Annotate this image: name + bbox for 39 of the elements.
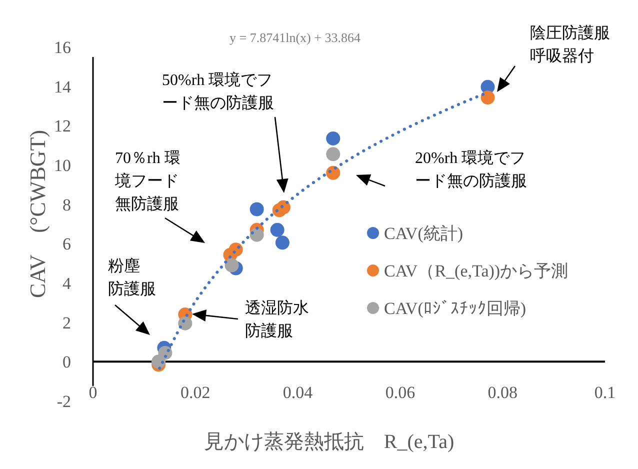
point: [326, 147, 340, 162]
point: [178, 316, 192, 330]
point: [480, 90, 495, 105]
x-tick-label: 0.06: [385, 383, 416, 402]
y-tick-label: 16: [54, 38, 71, 57]
y-tick-label: 6: [62, 234, 71, 254]
text: y = 7.8741ln(x) + 33.864: [230, 30, 361, 45]
point: [250, 202, 264, 216]
annotation: 50%rh 環境でフード無の防護服: [162, 71, 274, 112]
y-tick-label: 0: [62, 352, 71, 372]
y-tick-label: 8: [62, 195, 71, 214]
point: [152, 354, 166, 369]
legend-label: CAV（R_(e,Ta))から予測: [384, 262, 568, 280]
annotation: 粉塵防護服: [108, 257, 156, 298]
y-tick-label: -2: [56, 392, 71, 411]
x-tick-label: 0.08: [488, 383, 518, 402]
y-tick-label: 4: [62, 274, 72, 293]
x-tick-label: 0.02: [180, 383, 210, 402]
point: [326, 166, 340, 180]
annotation: 陰圧防護服呼吸器付: [530, 24, 610, 65]
annotation: 70％rh 環境フード無防護服: [114, 150, 180, 213]
x-axis-title: 見かけ蒸発熱抵抗 R_(e,Ta): [204, 431, 454, 453]
x-tick-label: 0.1: [594, 383, 616, 402]
annotation: 20%rh 環境でフード無の防護服: [415, 149, 527, 190]
x-tick-label: 0: [88, 383, 98, 402]
y-tick-label: 10: [54, 156, 71, 175]
point: [224, 258, 239, 272]
y-axis-title: CAV (°CWBGT): [25, 130, 50, 298]
point: [275, 236, 290, 250]
x-tick-label: 0.04: [282, 383, 314, 402]
y-tick-label: 2: [62, 313, 71, 332]
annotation: 透湿防水防護服: [245, 299, 309, 340]
point: [270, 222, 284, 237]
legend-label: CAV(統計): [384, 224, 464, 243]
point: [250, 228, 264, 242]
point: [326, 131, 340, 146]
legend-label: CAV(ﾛｼﾞｽﾁｯｸ回帰): [384, 299, 526, 318]
y-tick-label: 12: [54, 116, 71, 136]
y-tick-label: 14: [54, 77, 72, 96]
